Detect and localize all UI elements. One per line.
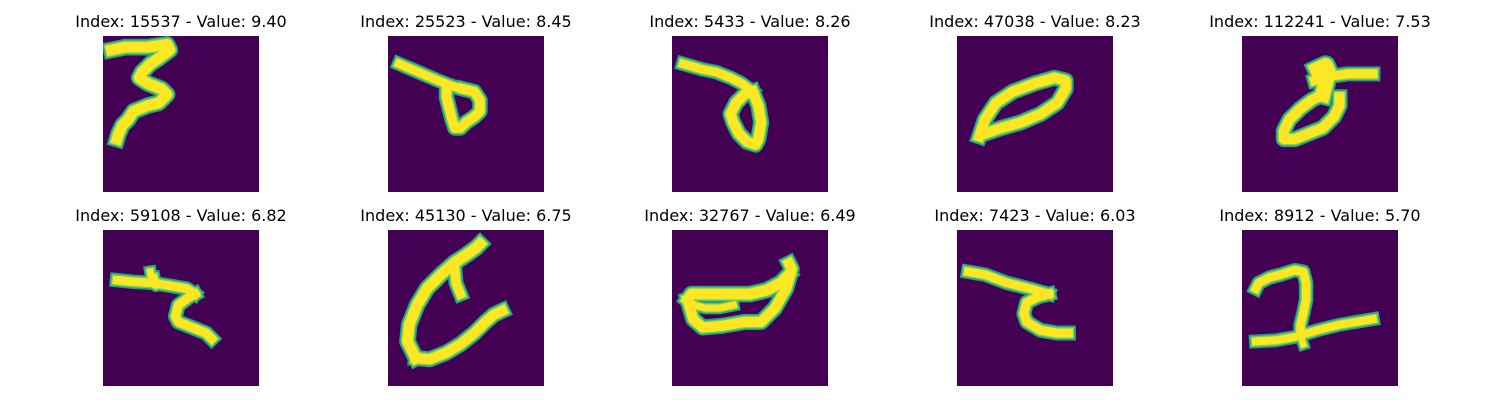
stroke-core: [1019, 288, 1073, 338]
panel-title: Index: 59108 - Value: 6.82: [75, 206, 287, 225]
stroke-core: [112, 275, 201, 300]
stroke-core: [410, 304, 509, 365]
stroke-core: [1278, 87, 1345, 145]
stroke-core: [450, 264, 467, 300]
digit-image: [1242, 230, 1398, 386]
stroke-core: [963, 266, 1055, 300]
stroke-core: [1296, 331, 1308, 349]
digit-image: [672, 230, 828, 386]
panel-title: Index: 25523 - Value: 8.45: [360, 12, 572, 31]
panel-title: Index: 45130 - Value: 6.75: [360, 206, 572, 225]
panel-title: Index: 112241 - Value: 7.53: [1209, 12, 1431, 31]
stroke-core: [105, 39, 176, 146]
stroke-core: [1250, 265, 1311, 341]
stroke-core: [680, 267, 797, 308]
image-background: [1242, 230, 1398, 386]
digit-image: [957, 230, 1113, 386]
digit-image: [1242, 36, 1398, 192]
panel-title: Index: 47038 - Value: 8.23: [929, 12, 1141, 31]
stroke-core: [1251, 314, 1378, 346]
stroke-core: [393, 58, 469, 94]
stroke-core: [146, 267, 160, 290]
digit-image: [103, 230, 259, 386]
stroke-core: [683, 294, 738, 312]
panel-title: Index: 8912 - Value: 5.70: [1219, 206, 1421, 225]
stroke-core: [972, 72, 1071, 143]
panel-title: Index: 15537 - Value: 9.40: [75, 12, 287, 31]
digit-image: [388, 230, 544, 386]
stroke-core: [677, 58, 759, 98]
digit-image: [957, 36, 1113, 192]
image-background: [672, 36, 828, 192]
stroke-core: [1307, 58, 1336, 104]
stroke-core: [725, 85, 767, 150]
image-background: [957, 230, 1113, 386]
panel-title: Index: 32767 - Value: 6.49: [644, 206, 856, 225]
panel-title: Index: 7423 - Value: 6.03: [934, 206, 1136, 225]
stroke-core: [170, 288, 218, 345]
panel-title: Index: 5433 - Value: 8.26: [649, 12, 851, 31]
stroke-core: [441, 81, 485, 133]
digit-image: [103, 36, 259, 192]
digit-image: [388, 36, 544, 192]
digit-image: [672, 36, 828, 192]
stroke-core: [402, 236, 488, 366]
